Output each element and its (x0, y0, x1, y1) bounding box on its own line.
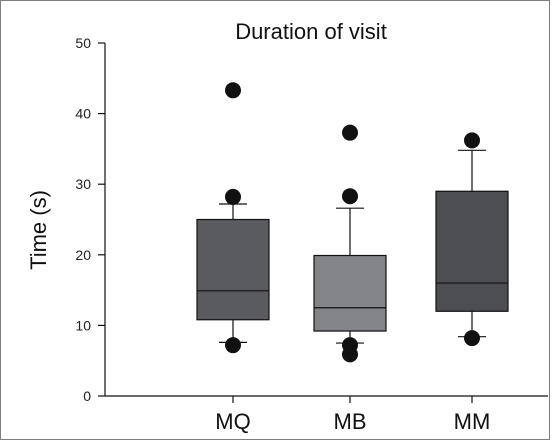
y-tick-label: 20 (75, 247, 91, 263)
box-mq (196, 82, 270, 354)
x-tick-label-mq: MQ (215, 409, 250, 434)
x-tick-label-mb: MB (334, 409, 367, 434)
outlier-point (225, 82, 241, 99)
box-iqr (313, 254, 387, 332)
box-iqr (435, 190, 509, 312)
box-mm (435, 132, 509, 347)
y-tick-label: 50 (75, 35, 91, 51)
outlier-point (342, 337, 358, 354)
y-tick-label: 10 (75, 317, 91, 333)
y-axis-label: Time (s) (26, 190, 51, 270)
outlier-point (464, 132, 480, 149)
boxes (196, 82, 509, 363)
y-tick-label: 40 (75, 106, 91, 122)
outlier-point (225, 337, 241, 354)
outlier-point (225, 188, 241, 205)
x-tick-label-mm: MM (454, 409, 491, 434)
box-mb (313, 124, 387, 363)
outlier-point (464, 330, 480, 347)
box-iqr (196, 218, 270, 321)
y-tick-label: 30 (75, 176, 91, 192)
y-tick-label: 0 (83, 388, 91, 404)
outlier-point (342, 124, 358, 141)
outlier-point (342, 188, 358, 205)
axes: 0 10 20 30 40 50 MQ MB MM (75, 35, 548, 434)
chart-title: Duration of visit (235, 19, 387, 44)
